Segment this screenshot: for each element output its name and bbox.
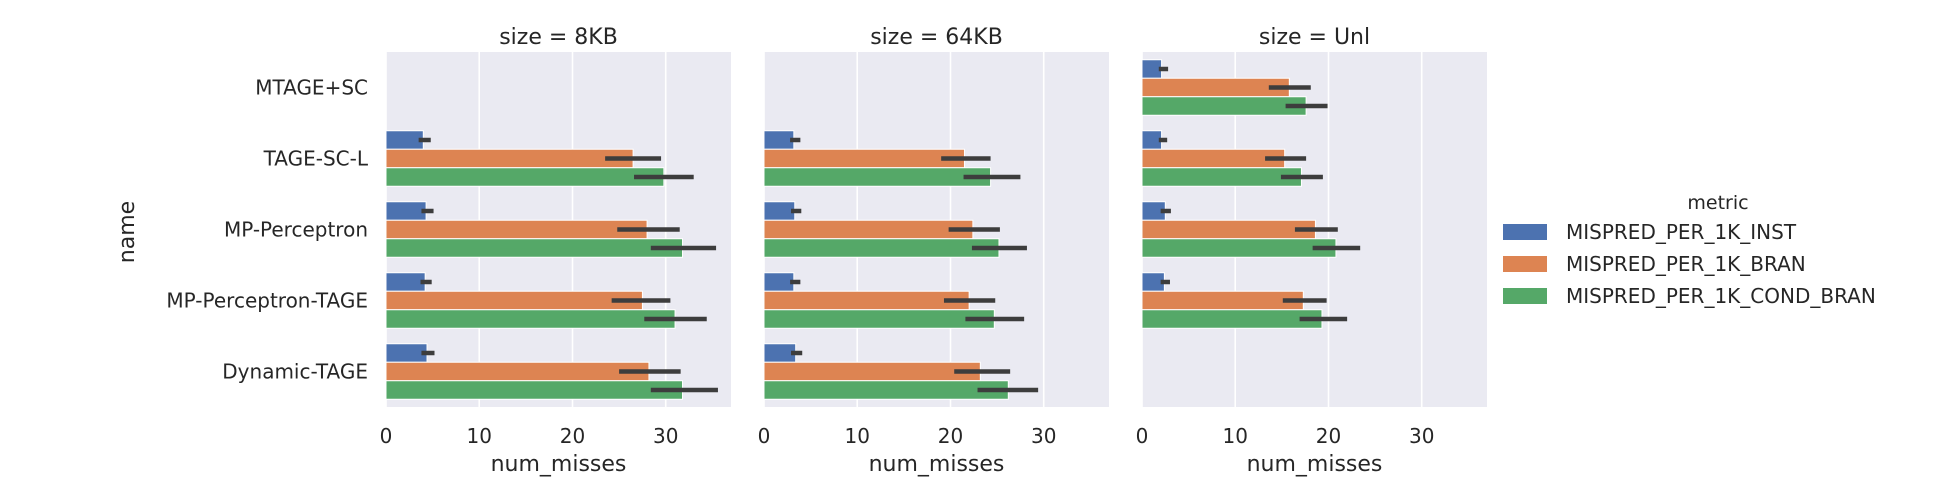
bar <box>763 130 795 150</box>
bar <box>1141 290 1304 311</box>
x-tick-label: 10 <box>467 424 492 448</box>
bar <box>1141 309 1323 329</box>
bar <box>385 361 650 382</box>
x-tick-label: 0 <box>758 424 771 448</box>
bar <box>763 219 974 240</box>
bar <box>1141 59 1163 79</box>
bar <box>385 309 676 329</box>
x-tick-label: 10 <box>845 424 870 448</box>
bar <box>763 148 965 169</box>
bar <box>763 343 797 363</box>
x-tick-label: 10 <box>1223 424 1248 448</box>
bar <box>385 148 634 169</box>
bar <box>763 380 1009 400</box>
x-tick-label: 20 <box>938 424 963 448</box>
legend-swatch <box>1503 288 1547 304</box>
bar <box>385 343 428 363</box>
bar <box>385 290 643 311</box>
bar <box>1141 238 1337 258</box>
x-tick-label: 0 <box>1136 424 1149 448</box>
bar <box>385 219 648 240</box>
legend-swatch <box>1503 224 1547 240</box>
x-axis-label: num_misses <box>491 452 627 477</box>
x-axis-label: num_misses <box>1247 452 1383 477</box>
panel-title: size = Unl <box>1259 25 1370 50</box>
bar <box>763 201 796 221</box>
bar <box>385 238 684 258</box>
x-tick-label: 20 <box>560 424 585 448</box>
category-label: TAGE-SC-L <box>263 147 369 171</box>
legend-label: MISPRED_PER_1K_COND_BRAN <box>1566 284 1876 308</box>
legend-label: MISPRED_PER_1K_INST <box>1566 220 1797 244</box>
bar <box>1141 96 1307 116</box>
x-tick-label: 30 <box>1031 424 1056 448</box>
bar <box>763 167 992 187</box>
category-label: Dynamic-TAGE <box>222 360 368 384</box>
bar <box>763 238 1000 258</box>
legend-swatch <box>1503 256 1547 272</box>
bar <box>763 272 795 292</box>
bar <box>385 201 427 221</box>
panel-title: size = 8KB <box>499 25 618 50</box>
bar <box>385 380 684 400</box>
x-tick-label: 20 <box>1316 424 1341 448</box>
bar <box>385 272 426 292</box>
legend-label: MISPRED_PER_1K_BRAN <box>1566 252 1806 276</box>
panel-title: size = 64KB <box>870 25 1003 50</box>
bar <box>385 130 424 150</box>
category-label: MP-Perceptron-TAGE <box>166 289 368 313</box>
x-tick-label: 30 <box>653 424 678 448</box>
category-label: MP-Perceptron <box>224 218 368 242</box>
x-tick-label: 0 <box>380 424 393 448</box>
bar <box>1141 77 1290 98</box>
category-label: MTAGE+SC <box>255 76 368 100</box>
bar <box>763 361 981 382</box>
legend-title: metric <box>1687 192 1748 214</box>
bar <box>1141 219 1316 240</box>
bar <box>1141 167 1302 187</box>
bar <box>1141 148 1286 169</box>
x-tick-label: 30 <box>1409 424 1434 448</box>
bar <box>1141 130 1163 150</box>
bar <box>763 290 970 311</box>
y-axis-label: name <box>115 201 140 263</box>
bar <box>763 309 995 329</box>
bar <box>385 167 665 187</box>
x-axis-label: num_misses <box>869 452 1005 477</box>
